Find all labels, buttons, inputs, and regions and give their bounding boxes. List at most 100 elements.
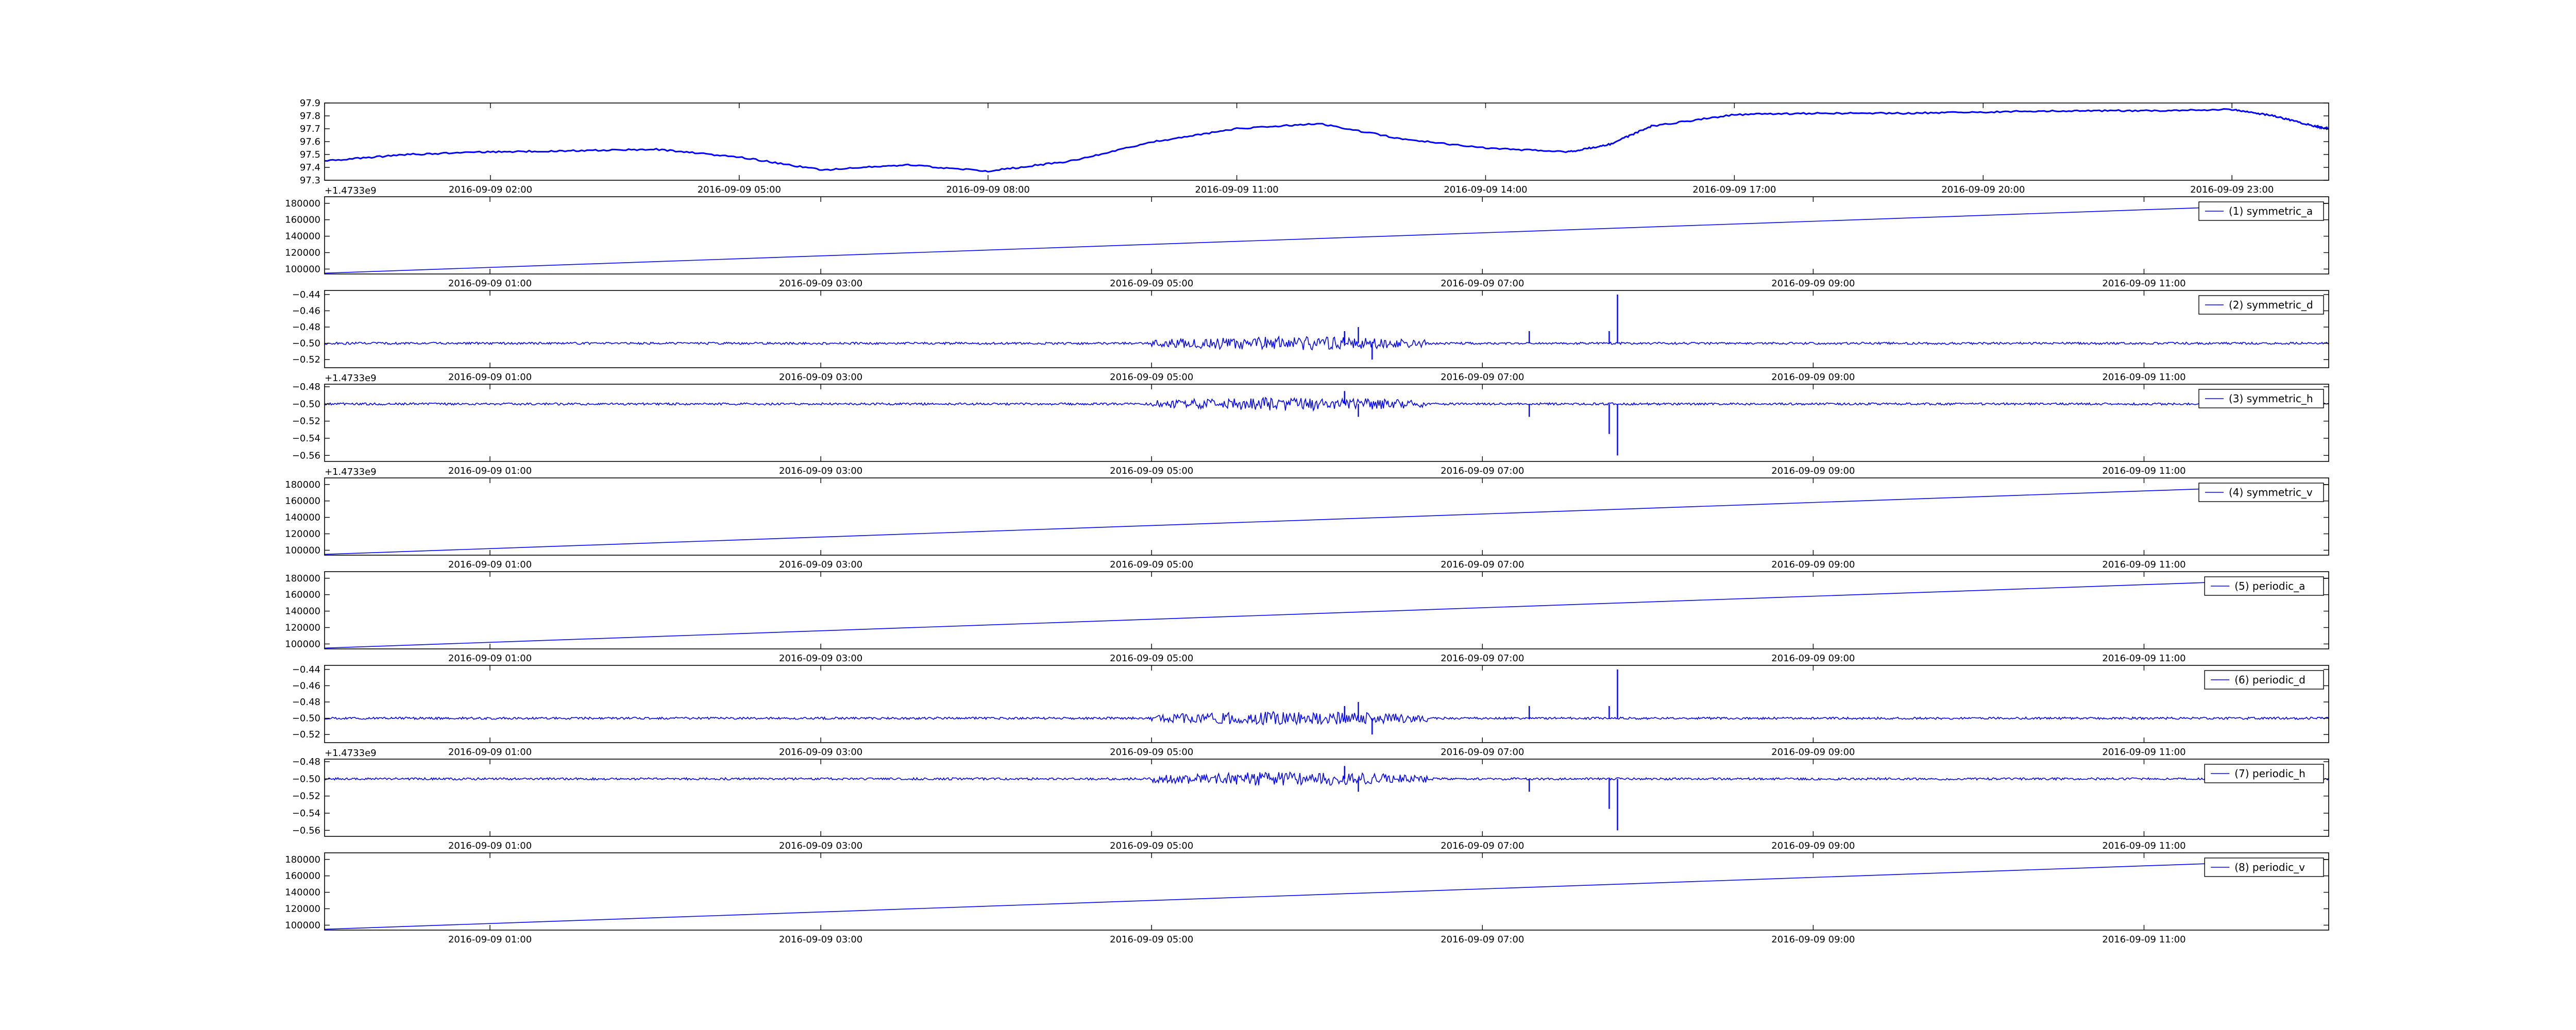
panel-6: 100000 120000 140000 160000 180000 2016-09-09… xyxy=(285,571,2329,664)
y-tick-label: 97.7 xyxy=(300,124,320,134)
y-tick-label: 97.9 xyxy=(300,98,320,109)
legend: (1) symmetric_a xyxy=(2198,201,2324,221)
series-line xyxy=(325,484,2329,555)
y-tick-label: −0.50 xyxy=(292,774,320,784)
axis-offset-label: +1.4733e9 xyxy=(325,467,377,477)
panel-5: 100000 120000 140000 160000 180000 2016-09-09… xyxy=(285,467,2329,570)
panel-1: 97.3 97.4 97.5 97.6 97.7 97.8 97.9 2016-09-09 0… xyxy=(300,98,2329,195)
y-tick-label: 160000 xyxy=(285,590,320,600)
x-tick-label: 2016-09-09 03:00 xyxy=(779,840,862,851)
axes-frame xyxy=(324,477,2329,556)
axes-frame xyxy=(324,759,2329,837)
legend: (6) periodic_d xyxy=(2204,670,2324,690)
y-tick-label: 160000 xyxy=(285,871,320,882)
x-tick-label: 2016-09-09 17:00 xyxy=(1692,184,1776,195)
x-tick-label: 2016-09-09 11:00 xyxy=(1195,184,1279,195)
x-tick-label: 2016-09-09 07:00 xyxy=(1440,466,1524,476)
plot-area xyxy=(325,766,2329,831)
y-tick-label: −0.44 xyxy=(292,289,320,300)
legend-entry: (5) periodic_a xyxy=(2234,580,2305,592)
y-tick-label: 100000 xyxy=(285,264,320,274)
y-tick-label: −0.50 xyxy=(292,338,320,349)
x-tick-label: 2016-09-09 09:00 xyxy=(1771,934,1855,945)
x-tick-label: 2016-09-09 05:00 xyxy=(1110,747,1193,758)
y-tick-label: 100000 xyxy=(285,545,320,556)
plot-area xyxy=(325,294,2329,360)
x-tick-label: 2016-09-09 01:00 xyxy=(448,653,532,664)
y-tick-label: −0.52 xyxy=(292,354,320,365)
legend: (4) symmetric_v xyxy=(2198,483,2324,502)
legend-entry: (4) symmetric_v xyxy=(2229,486,2313,499)
y-tick-label: 140000 xyxy=(285,231,320,242)
y-tick-label: −0.50 xyxy=(292,713,320,724)
y-tick-label: −0.54 xyxy=(292,433,320,444)
x-tick-label: 2016-09-09 01:00 xyxy=(448,559,532,570)
y-tick-label: 120000 xyxy=(285,904,320,915)
y-tick-label: −0.52 xyxy=(292,416,320,427)
axes-frame xyxy=(324,384,2329,462)
legend: (2) symmetric_d xyxy=(2198,295,2324,315)
series-line xyxy=(325,711,2329,726)
y-tick-label: 160000 xyxy=(285,496,320,507)
legend-entry: (8) periodic_v xyxy=(2234,861,2305,873)
y-tick-label: 180000 xyxy=(285,854,320,865)
x-tick-label: 2016-09-09 05:00 xyxy=(1110,653,1193,664)
y-tick-label: −0.48 xyxy=(292,382,320,392)
x-tick-label: 2016-09-09 09:00 xyxy=(1771,653,1855,664)
y-tick-label: −0.48 xyxy=(292,322,320,333)
x-tick-label: 2016-09-09 03:00 xyxy=(779,653,862,664)
series-line xyxy=(325,108,2329,173)
legend: (3) symmetric_h xyxy=(2198,389,2324,408)
panel-9: 100000 120000 140000 160000 180000 2016-09-09… xyxy=(285,852,2329,945)
y-tick-label: 100000 xyxy=(285,920,320,931)
x-tick-label: 2016-09-09 09:00 xyxy=(1771,559,1855,570)
x-tick-label: 2016-09-09 05:00 xyxy=(1110,372,1193,383)
panel-2: 100000 120000 140000 160000 180000 2016-09-09… xyxy=(285,185,2329,289)
axes-frame xyxy=(324,665,2329,743)
panel-7: −0.52 −0.50 −0.48 −0.46 −0.44 2016-09-09 01:0… xyxy=(292,664,2329,758)
x-tick-label: 2016-09-09 11:00 xyxy=(2102,840,2185,851)
y-tick-label: 100000 xyxy=(285,639,320,649)
x-tick-label: 2016-09-09 23:00 xyxy=(2190,184,2274,195)
x-tick-label: 2016-09-09 11:00 xyxy=(2102,934,2185,945)
legend-entry: (1) symmetric_a xyxy=(2229,205,2313,217)
axis-offset-label: +1.4733e9 xyxy=(325,373,377,384)
plot-area xyxy=(325,484,2329,555)
y-tick-label: 97.8 xyxy=(300,111,320,122)
x-tick-label: 2016-09-09 03:00 xyxy=(779,278,862,289)
x-tick-label: 2016-09-09 07:00 xyxy=(1440,372,1524,383)
x-tick-label: 2016-09-09 01:00 xyxy=(448,278,532,289)
y-tick-label: 160000 xyxy=(285,215,320,226)
legend-box xyxy=(2198,389,2324,408)
x-tick-label: 2016-09-09 05:00 xyxy=(1110,840,1193,851)
panel-3: −0.52 −0.50 −0.48 −0.46 −0.44 2016-09-09 01:0… xyxy=(292,289,2329,383)
x-tick-label: 2016-09-09 09:00 xyxy=(1771,278,1855,289)
series-line xyxy=(325,578,2329,649)
series-line xyxy=(325,335,2329,351)
y-tick-label: 140000 xyxy=(285,606,320,617)
x-tick-label: 2016-09-09 01:00 xyxy=(448,747,532,758)
x-tick-label: 2016-09-09 09:00 xyxy=(1771,747,1855,758)
y-tick-label: 97.3 xyxy=(300,175,320,186)
axes-frame xyxy=(324,196,2329,274)
x-tick-label: 2016-09-09 03:00 xyxy=(779,372,862,383)
x-tick-label: 2016-09-09 05:00 xyxy=(1110,278,1193,289)
x-tick-label: 2016-09-09 03:00 xyxy=(779,466,862,476)
axis-offset-label: +1.4733e9 xyxy=(325,748,377,759)
legend-entry: (7) periodic_h xyxy=(2234,767,2306,780)
y-tick-label: −0.52 xyxy=(292,791,320,802)
x-tick-label: 2016-09-09 03:00 xyxy=(779,747,862,758)
legend-entry: (2) symmetric_d xyxy=(2229,299,2313,311)
series-line xyxy=(325,771,2329,786)
plot-area xyxy=(325,669,2329,735)
y-tick-label: −0.48 xyxy=(292,697,320,708)
x-tick-label: 2016-09-09 05:00 xyxy=(1110,934,1193,945)
y-tick-label: −0.54 xyxy=(292,808,320,819)
panel-8: −0.56 −0.54 −0.52 −0.50 −0.48 2016-09-09 01:0… xyxy=(292,748,2329,851)
y-tick-label: −0.44 xyxy=(292,664,320,675)
x-tick-label: 2016-09-09 09:00 xyxy=(1771,372,1855,383)
x-tick-label: 2016-09-09 11:00 xyxy=(2102,466,2185,476)
axes-frame xyxy=(324,571,2329,649)
plot-area xyxy=(325,578,2329,649)
